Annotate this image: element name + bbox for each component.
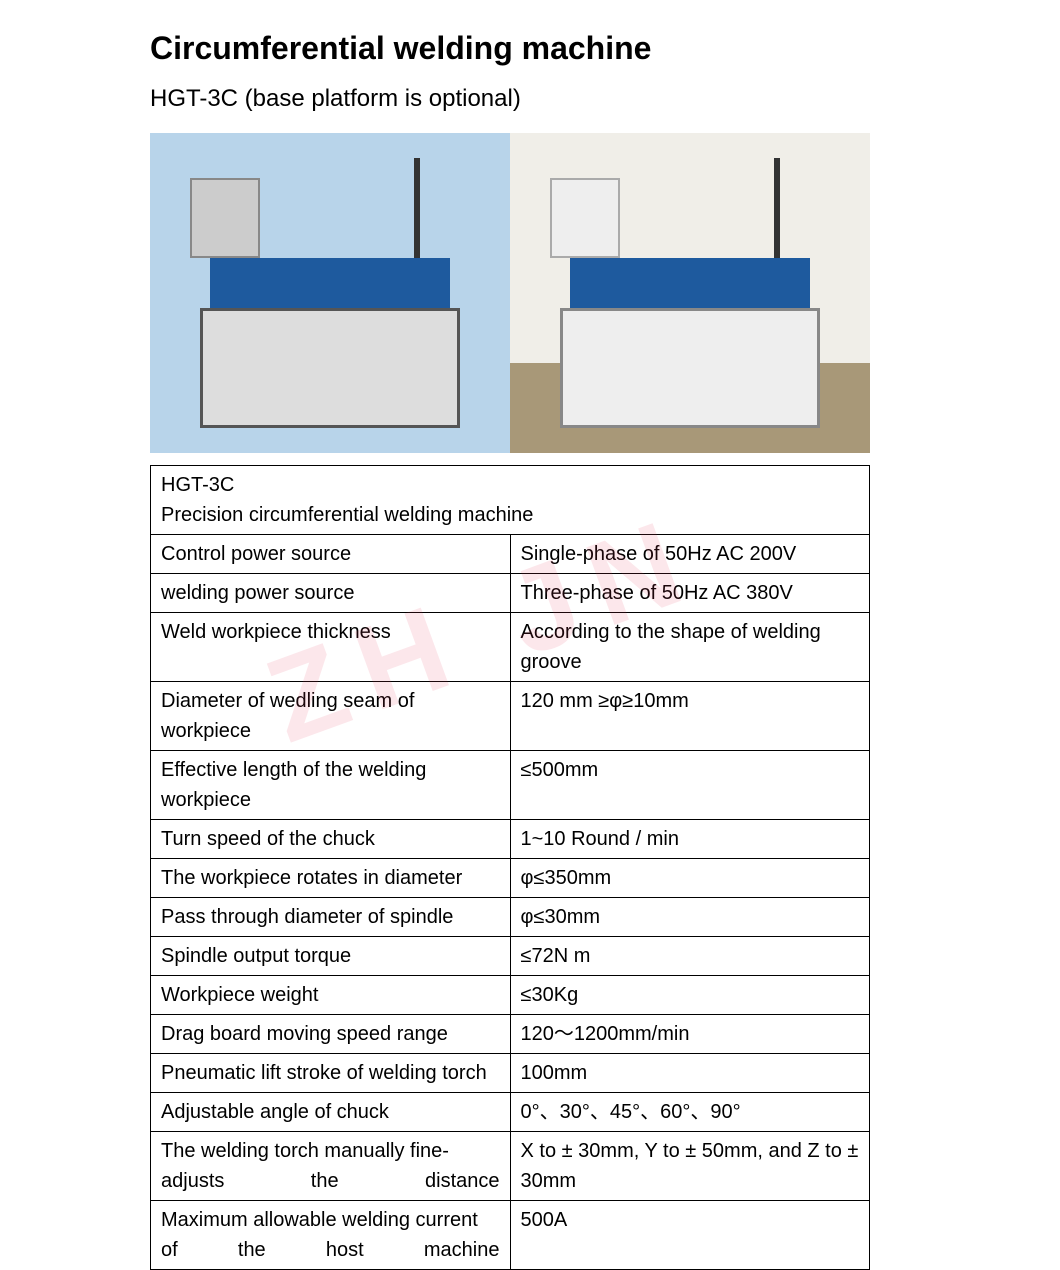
product-image-row xyxy=(150,133,870,453)
spec-value: 120～1200mm/min xyxy=(510,1015,870,1054)
control-panel-icon xyxy=(550,178,620,258)
spec-value: X to ± 30mm, Y to ± 50mm, and Z to ± 30m… xyxy=(510,1132,870,1201)
table-row: Effective length of the welding workpiec… xyxy=(151,751,870,820)
table-row: The welding torch manually fine-adjusts … xyxy=(151,1132,870,1201)
spec-value: 500A xyxy=(510,1201,870,1270)
machine-bed-icon xyxy=(210,258,450,308)
machine-frame-icon xyxy=(560,308,820,428)
spec-value: Three-phase of 50Hz AC 380V xyxy=(510,574,870,613)
spec-label: Workpiece weight xyxy=(151,976,511,1015)
spec-label: Adjustable angle of chuck xyxy=(151,1093,511,1132)
table-row: Adjustable angle of chuck0°、30°、45°、60°、… xyxy=(151,1093,870,1132)
spec-value: ≤500mm xyxy=(510,751,870,820)
table-row: Pass through diameter of spindleφ≤30mm xyxy=(151,898,870,937)
spec-label: Pass through diameter of spindle xyxy=(151,898,511,937)
spec-label: Weld workpiece thickness xyxy=(151,613,511,682)
machine-frame-icon xyxy=(200,308,460,428)
spec-value: ≤30Kg xyxy=(510,976,870,1015)
table-header-row: HGT-3C xyxy=(151,466,870,501)
spec-value: φ≤30mm xyxy=(510,898,870,937)
table-row: welding power sourceThree-phase of 50Hz … xyxy=(151,574,870,613)
spec-value: 120 mm ≥φ≥10mm xyxy=(510,682,870,751)
table-row: Spindle output torque≤72N m xyxy=(151,937,870,976)
spec-label: Drag board moving speed range xyxy=(151,1015,511,1054)
spec-label: Turn speed of the chuck xyxy=(151,820,511,859)
model-cell: HGT-3C xyxy=(151,466,870,501)
machine-bed-icon xyxy=(570,258,810,308)
table-row: Weld workpiece thicknessAccording to the… xyxy=(151,613,870,682)
spec-label: Pneumatic lift stroke of welding torch xyxy=(151,1054,511,1093)
table-row: Maximum allowable welding current of the… xyxy=(151,1201,870,1270)
spec-label: The workpiece rotates in diameter xyxy=(151,859,511,898)
spec-value: 100mm xyxy=(510,1054,870,1093)
spec-table: HGT-3C Precision circumferential welding… xyxy=(150,465,870,1270)
product-photo-image xyxy=(510,133,870,453)
torch-post-icon xyxy=(774,158,780,258)
spec-value: According to the shape of welding groove xyxy=(510,613,870,682)
table-row: The workpiece rotates in diameterφ≤350mm xyxy=(151,859,870,898)
table-row: Workpiece weight≤30Kg xyxy=(151,976,870,1015)
spec-value: ≤72N m xyxy=(510,937,870,976)
table-row: Drag board moving speed range120～1200mm/… xyxy=(151,1015,870,1054)
product-render-image xyxy=(150,133,510,453)
spec-label: welding power source xyxy=(151,574,511,613)
spec-value: 0°、30°、45°、60°、90° xyxy=(510,1093,870,1132)
description-cell: Precision circumferential welding machin… xyxy=(151,500,870,535)
table-desc-row: Precision circumferential welding machin… xyxy=(151,500,870,535)
table-row: Diameter of wedling seam of workpiece120… xyxy=(151,682,870,751)
spec-label: Effective length of the welding workpiec… xyxy=(151,751,511,820)
spec-value: 1~10 Round / min xyxy=(510,820,870,859)
torch-post-icon xyxy=(414,158,420,258)
spec-label: Diameter of wedling seam of workpiece xyxy=(151,682,511,751)
spec-label: The welding torch manually fine-adjusts … xyxy=(151,1132,511,1201)
table-row: Turn speed of the chuck1~10 Round / min xyxy=(151,820,870,859)
spec-label: Control power source xyxy=(151,535,511,574)
spec-value: φ≤350mm xyxy=(510,859,870,898)
spec-label: Spindle output torque xyxy=(151,937,511,976)
page-subtitle: HGT-3C (base platform is optional) xyxy=(150,85,910,113)
spec-value: Single-phase of 50Hz AC 200V xyxy=(510,535,870,574)
table-row: Pneumatic lift stroke of welding torch10… xyxy=(151,1054,870,1093)
page-title: Circumferential welding machine xyxy=(150,30,910,67)
table-row: Control power sourceSingle-phase of 50Hz… xyxy=(151,535,870,574)
control-panel-icon xyxy=(190,178,260,258)
spec-label: Maximum allowable welding current of the… xyxy=(151,1201,511,1270)
